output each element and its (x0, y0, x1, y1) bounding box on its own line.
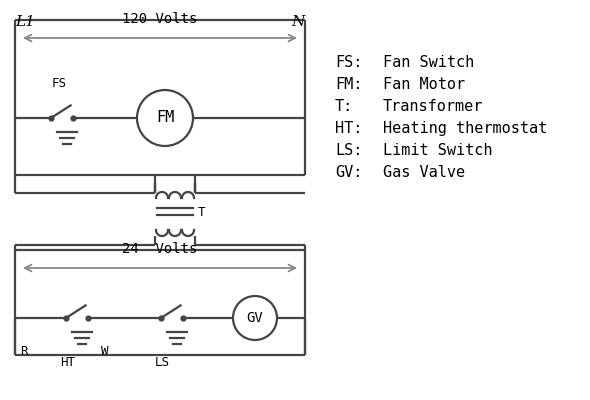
Text: HT: HT (61, 356, 76, 369)
Text: LS: LS (155, 356, 169, 369)
Text: Limit Switch: Limit Switch (383, 143, 493, 158)
Text: 24  Volts: 24 Volts (122, 242, 198, 256)
Text: Heating thermostat: Heating thermostat (383, 121, 548, 136)
Text: T: T (198, 206, 205, 218)
Text: GV:: GV: (335, 165, 362, 180)
Text: 120 Volts: 120 Volts (122, 12, 198, 26)
Text: FS: FS (51, 77, 67, 90)
Text: Fan Motor: Fan Motor (383, 77, 465, 92)
Text: L1: L1 (15, 15, 35, 29)
Text: T:: T: (335, 99, 353, 114)
Text: HT:: HT: (335, 121, 362, 136)
Text: W: W (101, 345, 109, 358)
Text: GV: GV (247, 311, 263, 325)
Text: FM:: FM: (335, 77, 362, 92)
Text: Gas Valve: Gas Valve (383, 165, 465, 180)
Text: N: N (291, 15, 305, 29)
Text: LS:: LS: (335, 143, 362, 158)
Text: Transformer: Transformer (383, 99, 483, 114)
Text: FM: FM (156, 110, 174, 126)
Text: Fan Switch: Fan Switch (383, 55, 474, 70)
Text: FS:: FS: (335, 55, 362, 70)
Text: R: R (20, 345, 28, 358)
